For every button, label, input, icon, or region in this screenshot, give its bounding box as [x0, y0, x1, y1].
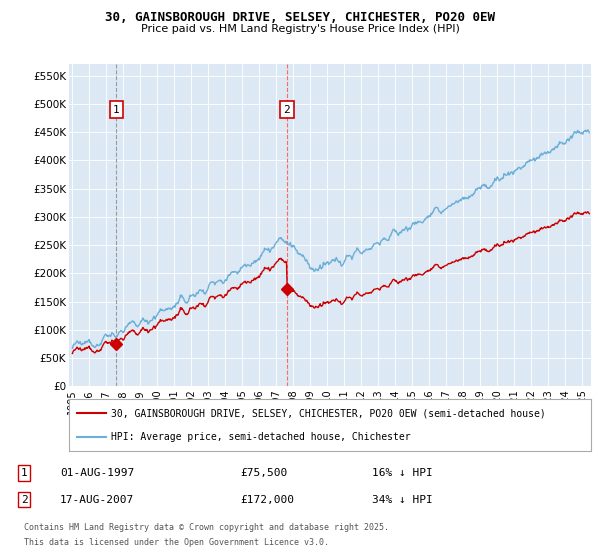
Text: £172,000: £172,000: [240, 494, 294, 505]
Text: 01-AUG-1997: 01-AUG-1997: [60, 468, 134, 478]
Text: 1: 1: [20, 468, 28, 478]
Text: This data is licensed under the Open Government Licence v3.0.: This data is licensed under the Open Gov…: [24, 538, 329, 547]
Text: £75,500: £75,500: [240, 468, 287, 478]
Text: 34% ↓ HPI: 34% ↓ HPI: [372, 494, 433, 505]
Text: 30, GAINSBOROUGH DRIVE, SELSEY, CHICHESTER, PO20 0EW (semi-detached house): 30, GAINSBOROUGH DRIVE, SELSEY, CHICHEST…: [111, 408, 545, 418]
Text: 17-AUG-2007: 17-AUG-2007: [60, 494, 134, 505]
Text: 2: 2: [284, 105, 290, 115]
Text: 1: 1: [113, 105, 119, 115]
Text: 16% ↓ HPI: 16% ↓ HPI: [372, 468, 433, 478]
Text: Contains HM Land Registry data © Crown copyright and database right 2025.: Contains HM Land Registry data © Crown c…: [24, 523, 389, 532]
Text: 30, GAINSBOROUGH DRIVE, SELSEY, CHICHESTER, PO20 0EW: 30, GAINSBOROUGH DRIVE, SELSEY, CHICHEST…: [105, 11, 495, 24]
Text: HPI: Average price, semi-detached house, Chichester: HPI: Average price, semi-detached house,…: [111, 432, 410, 442]
Text: 2: 2: [20, 494, 28, 505]
Text: Price paid vs. HM Land Registry's House Price Index (HPI): Price paid vs. HM Land Registry's House …: [140, 24, 460, 34]
